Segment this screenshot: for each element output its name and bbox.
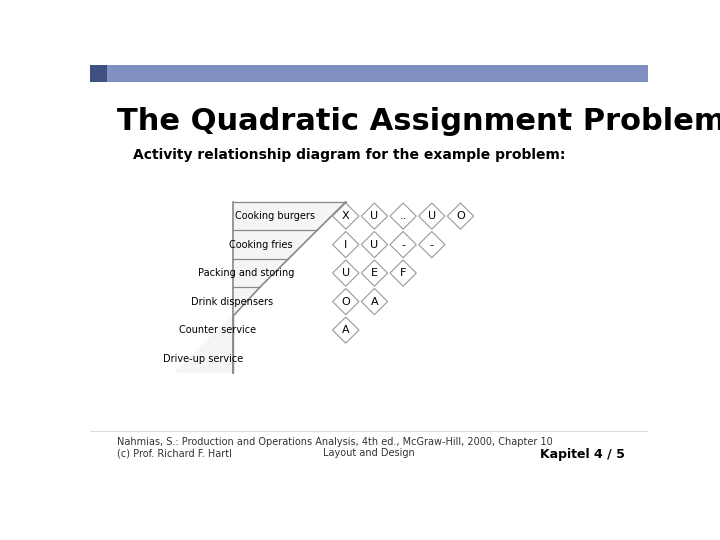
- Polygon shape: [390, 232, 416, 258]
- Text: X: X: [342, 211, 350, 221]
- Text: U: U: [428, 211, 436, 221]
- Polygon shape: [233, 231, 317, 259]
- Text: I: I: [344, 240, 347, 249]
- Text: Cooking burgers: Cooking burgers: [235, 211, 315, 221]
- Text: Packing and storing: Packing and storing: [199, 268, 294, 278]
- Polygon shape: [231, 287, 260, 316]
- Polygon shape: [333, 288, 359, 315]
- Polygon shape: [390, 203, 416, 229]
- Polygon shape: [390, 260, 416, 286]
- Polygon shape: [361, 260, 387, 286]
- Text: Cooking fries: Cooking fries: [229, 240, 293, 249]
- Text: E: E: [371, 268, 378, 278]
- Text: U: U: [370, 240, 379, 249]
- Text: Drive-up service: Drive-up service: [163, 354, 243, 363]
- Text: A: A: [371, 296, 378, 307]
- Polygon shape: [361, 232, 387, 258]
- Text: -: -: [401, 240, 405, 249]
- Bar: [90, 65, 107, 82]
- Bar: [90, 65, 648, 82]
- Polygon shape: [333, 203, 359, 229]
- Polygon shape: [174, 345, 233, 373]
- Polygon shape: [447, 203, 474, 229]
- Text: Kapitel 4 / 5: Kapitel 4 / 5: [540, 448, 625, 461]
- Polygon shape: [202, 316, 233, 345]
- Text: O: O: [456, 211, 465, 221]
- Text: U: U: [342, 268, 350, 278]
- Text: O: O: [341, 296, 350, 307]
- Text: U: U: [370, 211, 379, 221]
- Text: The Quadratic Assignment Problem (QAP): The Quadratic Assignment Problem (QAP): [117, 107, 720, 136]
- Polygon shape: [233, 259, 289, 287]
- Polygon shape: [361, 203, 387, 229]
- Text: (c) Prof. Richard F. Hartl: (c) Prof. Richard F. Hartl: [117, 448, 232, 458]
- Text: Counter service: Counter service: [179, 325, 256, 335]
- Polygon shape: [333, 260, 359, 286]
- Text: Activity relationship diagram for the example problem:: Activity relationship diagram for the ex…: [132, 148, 565, 162]
- Text: Drink dispensers: Drink dispensers: [191, 296, 274, 307]
- Polygon shape: [418, 232, 445, 258]
- Polygon shape: [418, 203, 445, 229]
- Text: F: F: [400, 268, 406, 278]
- Polygon shape: [233, 202, 346, 231]
- Text: ..: ..: [400, 211, 407, 221]
- Polygon shape: [361, 288, 387, 315]
- Polygon shape: [333, 232, 359, 258]
- Text: Layout and Design: Layout and Design: [323, 448, 415, 458]
- Text: -: -: [430, 240, 433, 249]
- Polygon shape: [333, 317, 359, 343]
- Text: A: A: [342, 325, 350, 335]
- Text: Nahmias, S.: Production and Operations Analysis, 4th ed., McGraw-Hill, 2000, Cha: Nahmias, S.: Production and Operations A…: [117, 437, 553, 447]
